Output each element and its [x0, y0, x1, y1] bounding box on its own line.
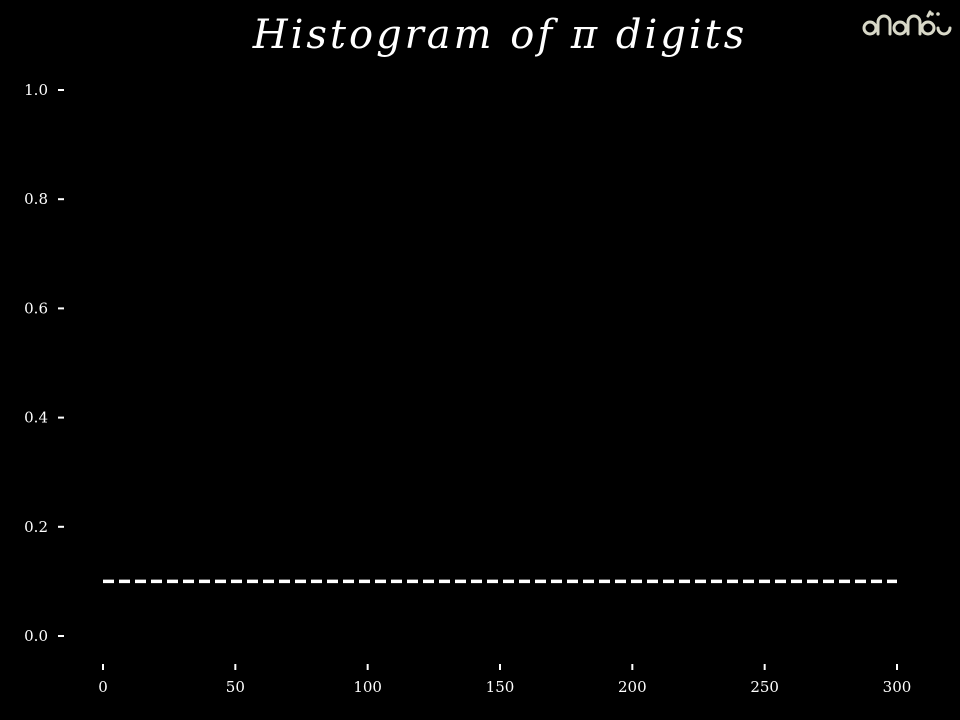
y-tick-label: 0.8	[24, 190, 48, 208]
x-tick-label: 100	[353, 678, 382, 696]
x-axis: 0 50 100 150 200 250 300	[98, 664, 911, 696]
x-tick-label: 0	[98, 678, 108, 696]
y-tick-label: 0.2	[24, 518, 48, 536]
chart-title: Histogram of π digits	[252, 12, 748, 58]
x-tick-label: 300	[883, 678, 912, 696]
y-tick-label: 0.4	[24, 409, 48, 427]
logo-icon	[862, 10, 952, 36]
y-tick-label: 1.0	[24, 81, 48, 99]
x-tick-label: 150	[486, 678, 515, 696]
x-tick-label: 250	[750, 678, 779, 696]
x-tick-label: 50	[226, 678, 245, 696]
y-tick-label: 0.6	[24, 299, 48, 317]
y-tick-label: 0.0	[24, 627, 48, 645]
x-tick-label: 200	[618, 678, 647, 696]
y-axis: 0.0 0.2 0.4 0.6 0.8 1.0	[24, 81, 64, 645]
